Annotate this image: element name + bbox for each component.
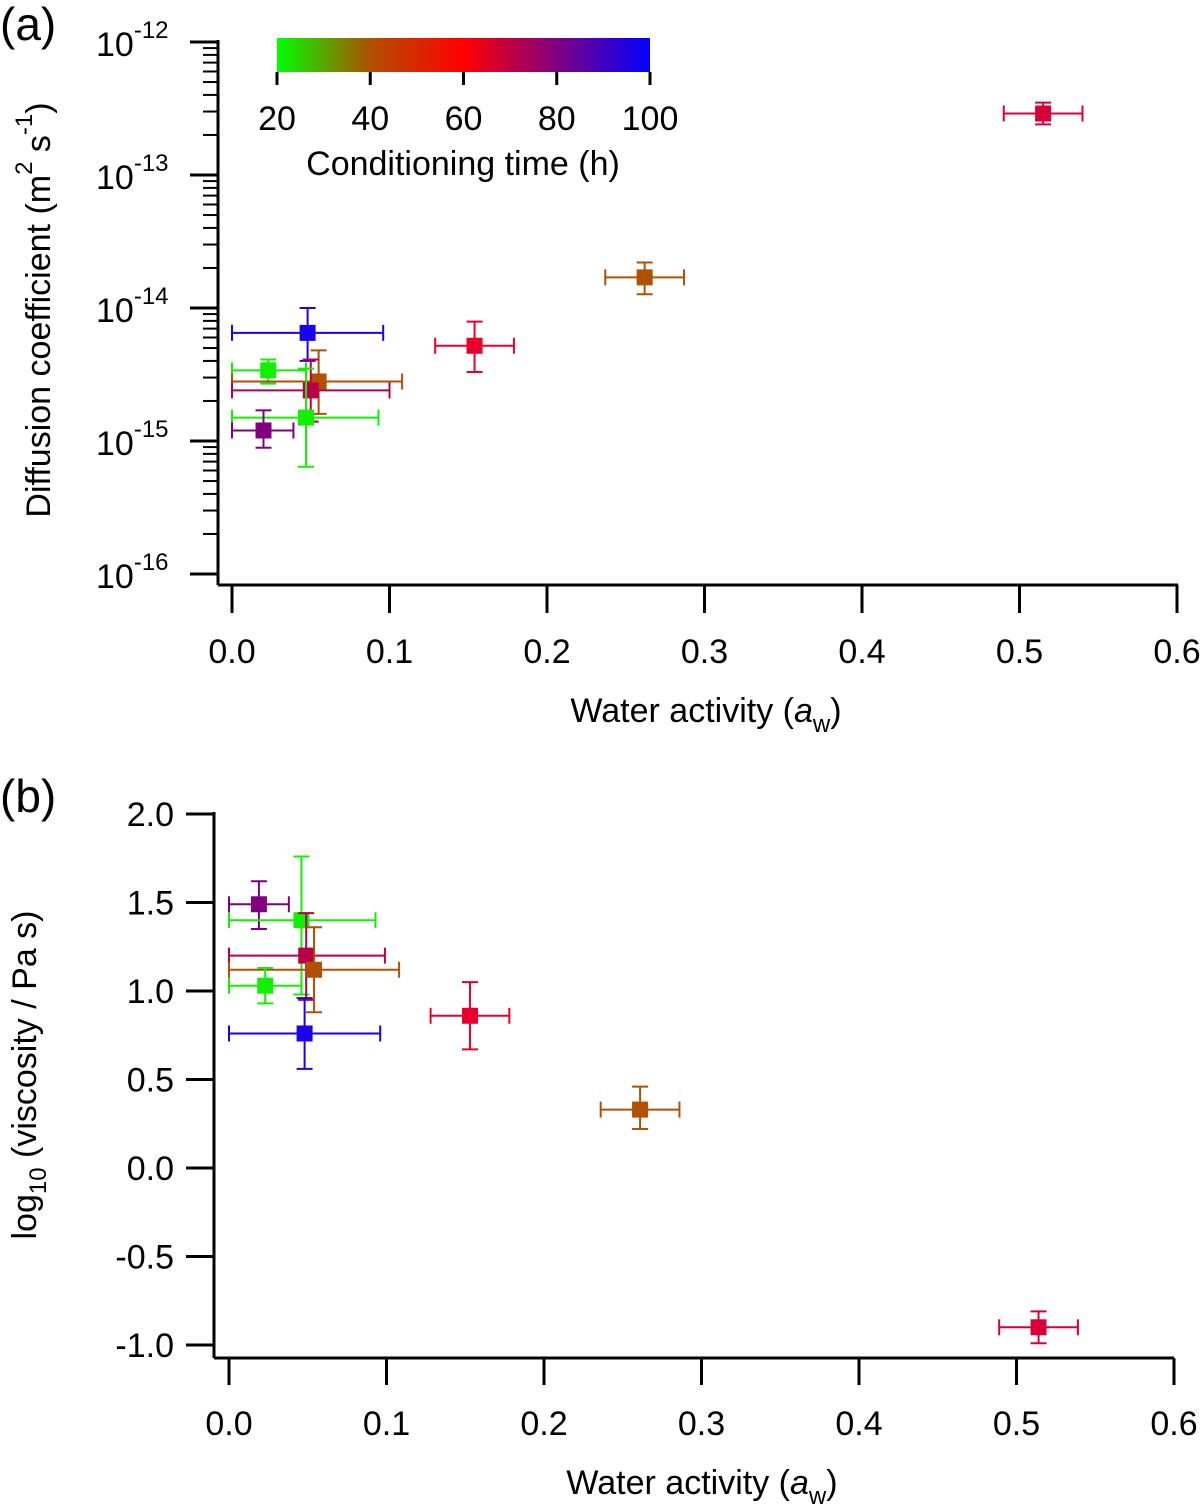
y-tick-exponent: -15 (134, 416, 169, 443)
colorbar-tick-label: 60 (445, 100, 483, 138)
y-tick-label-b: -0.5 (115, 1239, 174, 1277)
marker-square (260, 362, 277, 379)
y-axis-title-b: log10 (viscosity / Pa s) (6, 910, 52, 1239)
y-tick-label-b: 1.5 (127, 885, 174, 923)
ylabel-end: (viscosity / Pa s) (6, 910, 44, 1167)
x-tick-label-b: 0.6 (1150, 1405, 1197, 1443)
panel-label-a: (a) (0, 0, 56, 50)
x-tick-label-b: 0.3 (678, 1405, 725, 1443)
xlabel-end: ) (830, 692, 841, 730)
data-point-b (429, 981, 511, 1051)
data-point-a (231, 409, 295, 449)
xlabel-end: ) (826, 1464, 837, 1502)
ylabel-main: log (6, 1194, 44, 1239)
data-point-b (228, 855, 377, 996)
data-point-a (1002, 101, 1084, 126)
y-tick-label-b: 2.0 (127, 796, 174, 834)
colorbar-tick-label: 20 (258, 100, 296, 138)
x-tick-label-a: 0.2 (523, 633, 570, 671)
xlabel-italic: a (794, 692, 813, 730)
data-point-b (228, 912, 386, 1001)
data-point-b (228, 997, 382, 1070)
data-point-b (599, 1085, 681, 1131)
y-tick-base: 10 (96, 159, 134, 197)
marker-square (1035, 105, 1052, 122)
ylabel-main: Diffusion coefficient (m (20, 175, 58, 518)
data-point-a (231, 307, 385, 362)
marker-square (636, 269, 653, 286)
panel-label-b: (b) (0, 770, 56, 822)
y-axis-title-a: Diffusion coefficient (m2 s-1) (11, 102, 58, 517)
marker-square (1030, 1319, 1047, 1336)
marker-square (298, 409, 315, 426)
x-tick-label-b: 0.0 (205, 1405, 252, 1443)
ylabel-sup: -1 (11, 114, 38, 135)
y-tick-label-b: -1.0 (115, 1327, 174, 1365)
x-tick-label-a: 0.4 (838, 633, 885, 671)
marker-square (466, 337, 483, 354)
x-tick-label-a: 0.1 (366, 633, 413, 671)
xlabel-sub: w (808, 1483, 827, 1504)
xlabel-main: Water activity ( (566, 1464, 790, 1502)
marker-square (632, 1101, 649, 1118)
y-tick-label-a: 10-14 (96, 283, 169, 330)
y-tick-base: 10 (96, 558, 134, 596)
x-axis-title-b: Water activity (aw) (566, 1464, 837, 1504)
y-tick-base: 10 (96, 292, 134, 330)
panel-b: (b) 2.0 1.5 1.0 0.5 0.0 -0.5 -1.0 0.0 0.1 0.2 0.3 0.… (0, 770, 1198, 1504)
x-tick-label-b: 0.1 (363, 1405, 410, 1443)
ylabel-sup: 2 (11, 162, 38, 175)
colorbar-title: Conditioning time (h) (306, 145, 620, 183)
x-tick-label-b: 0.5 (993, 1405, 1040, 1443)
x-tick-label-b: 0.4 (835, 1405, 882, 1443)
data-point-a (434, 320, 515, 374)
y-tick-label-a: 10-12 (96, 17, 169, 64)
marker-square (255, 422, 272, 439)
data-point-a (231, 367, 380, 468)
y-tick-label-a: 10-13 (96, 150, 169, 197)
y-tick-exponent: -12 (134, 17, 169, 44)
y-tick-exponent: -13 (134, 150, 169, 177)
colorbar (277, 38, 650, 72)
y-tick-label-b: 1.0 (127, 973, 174, 1011)
marker-square (296, 1025, 313, 1042)
marker-square (298, 947, 315, 964)
x-axis-title-a: Water activity (aw) (570, 692, 841, 738)
colorbar-tick-label: 100 (622, 100, 679, 138)
data-point-b (228, 966, 303, 1005)
y-tick-label-b: 0.0 (127, 1150, 174, 1188)
y-tick-exponent: -14 (134, 283, 169, 310)
colorbar-tick-label: 80 (538, 100, 576, 138)
y-tick-label-a: 10-16 (96, 549, 169, 596)
x-tick-label-a: 0.6 (1153, 633, 1200, 671)
marker-square (306, 961, 323, 978)
data-point-b (228, 926, 401, 1014)
marker-square (461, 1007, 478, 1024)
y-tick-base: 10 (96, 26, 134, 64)
y-tick-exponent: -16 (134, 549, 169, 576)
y-tick-label-b: 0.5 (127, 1062, 174, 1100)
marker-square (257, 977, 274, 994)
marker-square (299, 324, 316, 341)
marker-square (250, 896, 267, 913)
data-point-a (604, 261, 686, 296)
y-tick-base: 10 (96, 425, 134, 463)
x-tick-label-a: 0.0 (208, 633, 255, 671)
x-tick-label-b: 0.2 (520, 1405, 567, 1443)
data-point-a (231, 358, 308, 385)
x-tick-label-a: 0.3 (681, 633, 728, 671)
x-tick-label-a: 0.5 (996, 633, 1043, 671)
y-tick-label-a: 10-15 (96, 416, 169, 463)
data-point-b (228, 880, 290, 931)
ylabel-sub: 10 (25, 1167, 52, 1194)
ylabel-end: ) (20, 102, 58, 113)
xlabel-main: Water activity ( (570, 692, 794, 730)
xlabel-sub: w (812, 711, 831, 738)
ylabel-mid: s (20, 135, 58, 161)
data-point-b (998, 1310, 1079, 1345)
colorbar-tick-label: 40 (351, 100, 389, 138)
xlabel-italic: a (790, 1464, 809, 1502)
